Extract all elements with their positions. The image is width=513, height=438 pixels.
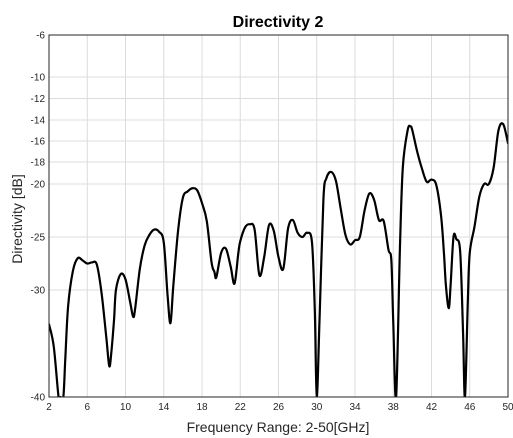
y-tick-label: -30: [31, 286, 46, 297]
x-tick-label: 2: [46, 402, 52, 413]
y-tick-label: -25: [31, 233, 46, 244]
x-tick-label: 30: [311, 402, 323, 413]
x-tick-label: 34: [349, 402, 361, 413]
x-tick-label: 50: [502, 402, 513, 413]
x-tick-label: 18: [196, 402, 208, 413]
y-tick-label: -14: [31, 116, 46, 127]
y-tick-label: -10: [31, 73, 46, 84]
x-tick-label: 42: [426, 402, 438, 413]
x-tick-label: 26: [273, 402, 285, 413]
y-axis-label: Directivity [dB]: [9, 174, 25, 263]
x-tick-label: 10: [120, 402, 132, 413]
x-tick-label: 6: [84, 402, 90, 413]
y-tick-label: -20: [31, 180, 46, 191]
y-tick-label: -16: [31, 137, 46, 148]
series-layer: [49, 122, 508, 397]
y-tick-label: -12: [31, 94, 46, 105]
series-line: [49, 122, 508, 397]
y-tick-label: -40: [31, 393, 46, 404]
plot-frame: [48, 34, 509, 398]
x-axis-label: Frequency Range: 2-50[GHz]: [187, 419, 370, 435]
x-tick-labels: 2 6 10 14 18 22 26 30 34 38 42 46 50: [46, 402, 513, 413]
x-tick-label: 14: [158, 402, 170, 413]
y-tick-labels: -6 -10 -12 -14 -16 -18 -20 -25 -30 -40: [31, 31, 46, 404]
y-tick-label: -6: [36, 31, 45, 42]
x-tick-label: 22: [235, 402, 247, 413]
chart-title: Directivity 2: [233, 14, 324, 31]
y-tick-label: -18: [31, 158, 46, 169]
x-tick-label: 38: [388, 402, 400, 413]
x-tick-label: 46: [464, 402, 476, 413]
